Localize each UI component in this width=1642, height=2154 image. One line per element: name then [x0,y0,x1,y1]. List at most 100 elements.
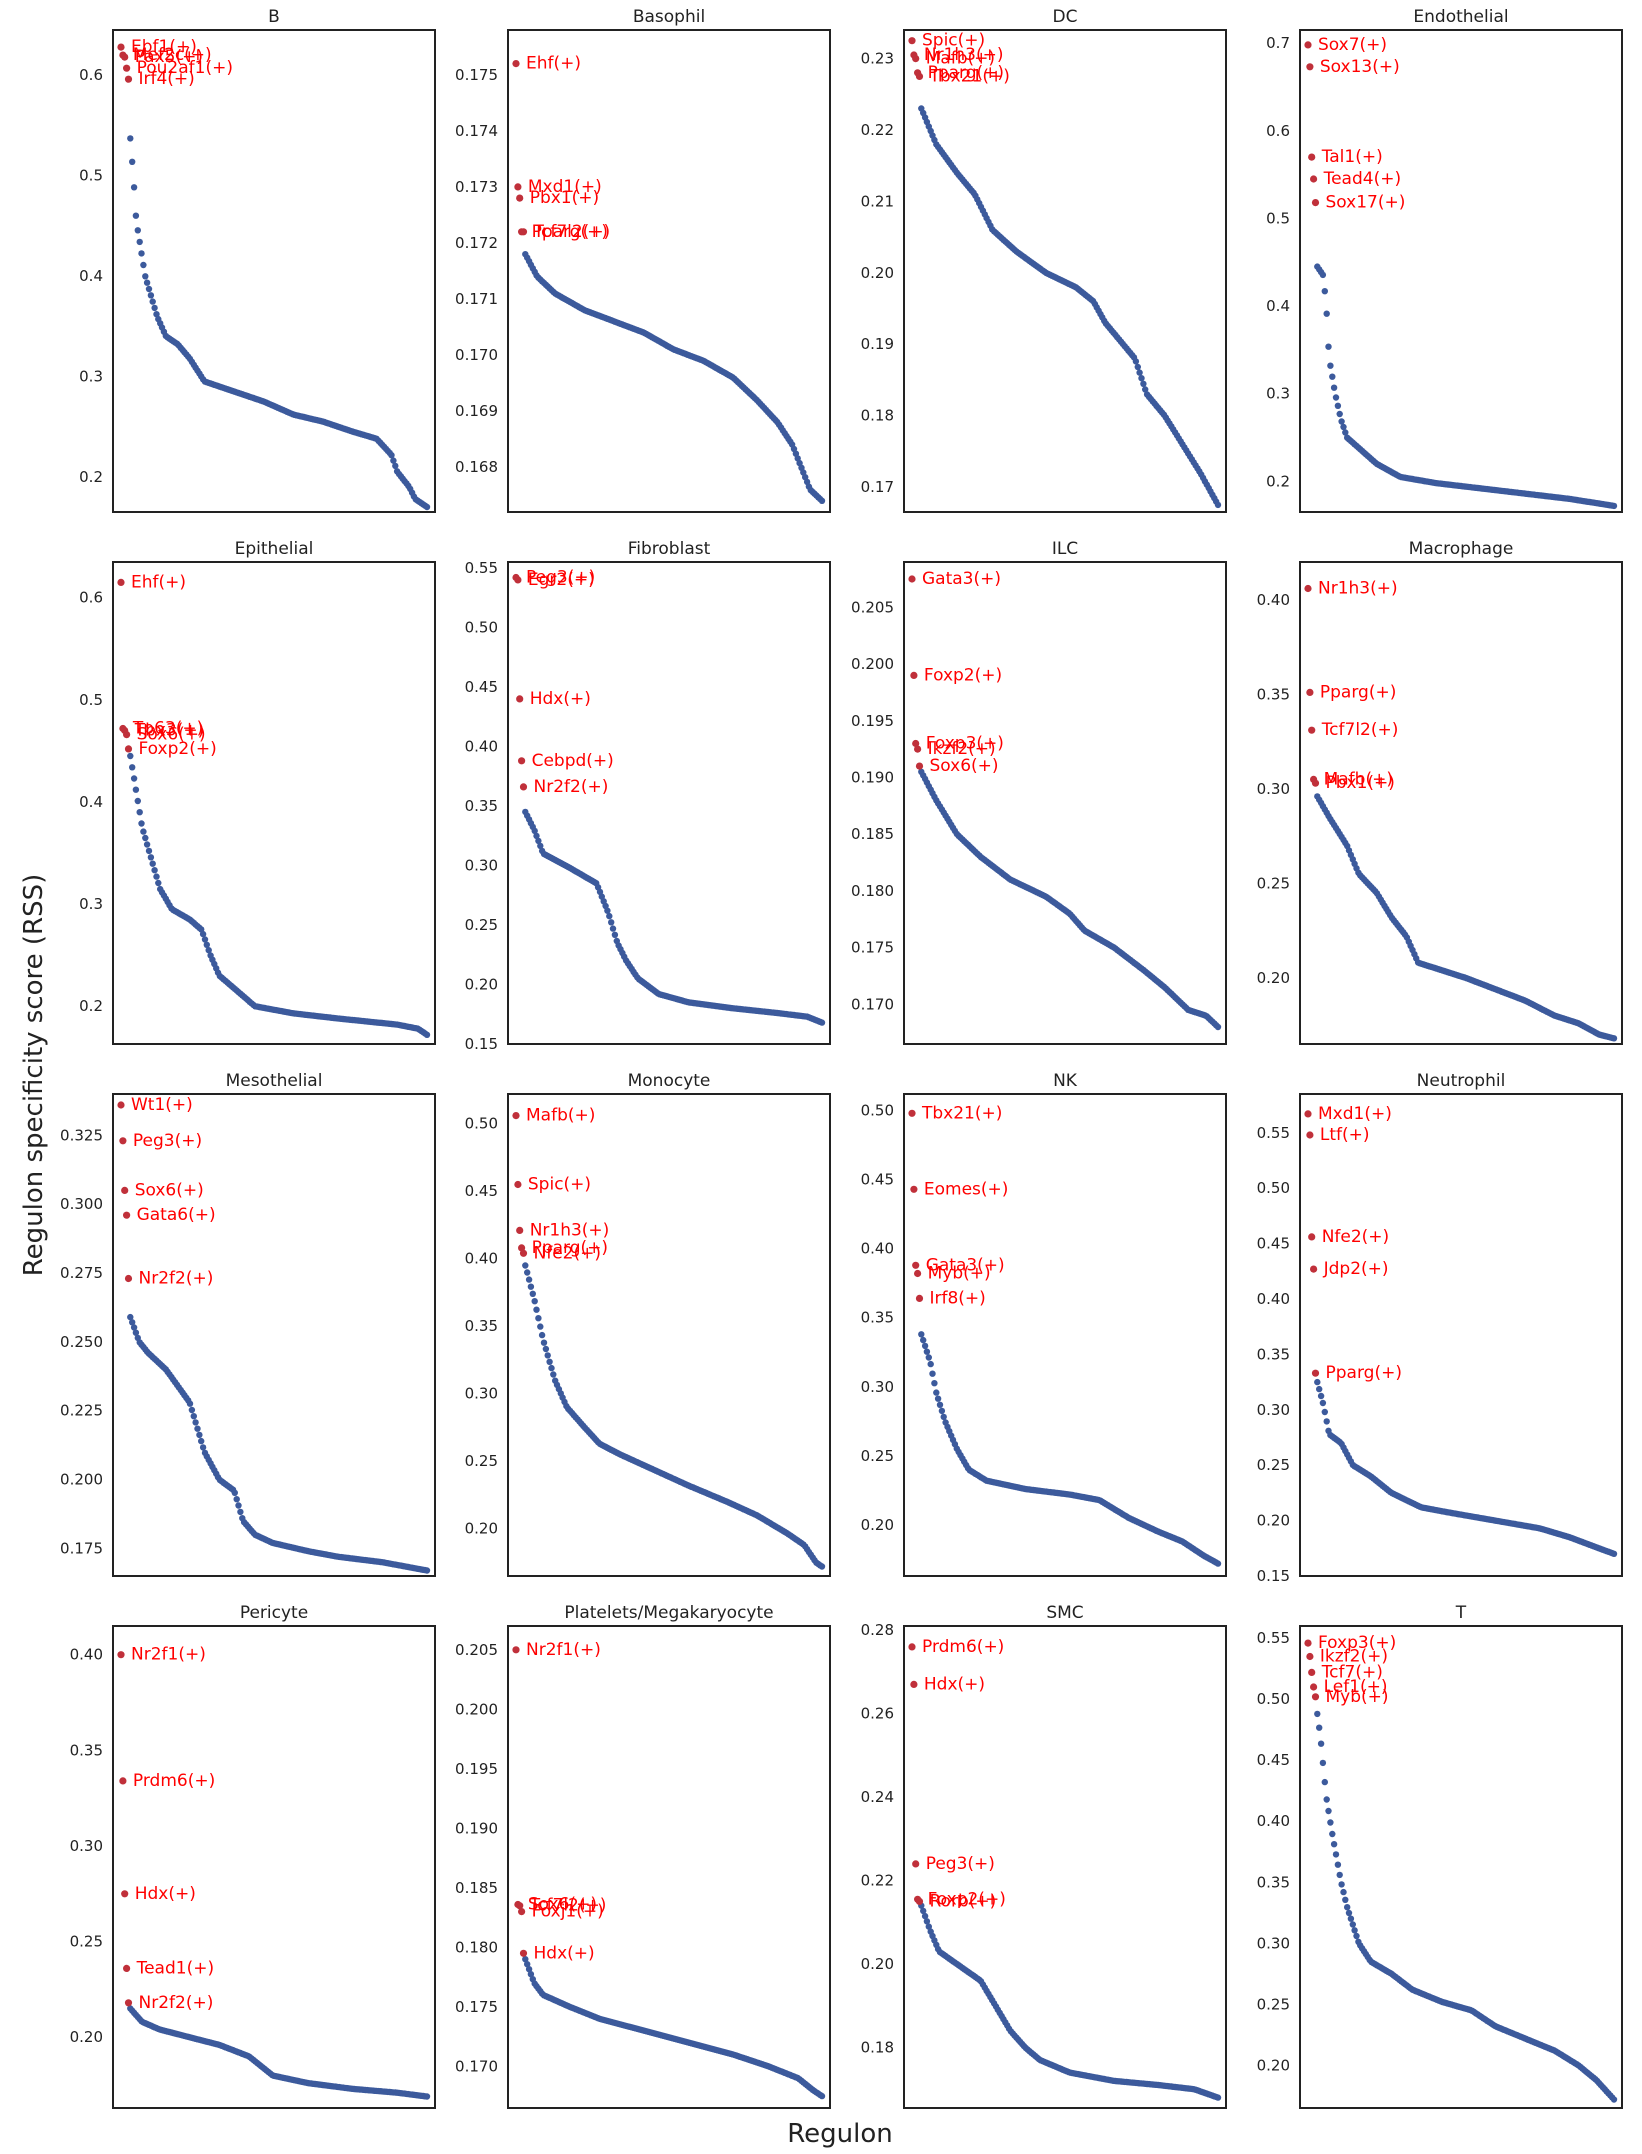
top-regulon-point [121,1186,129,1194]
top-regulon-label: Tead4(+) [1323,169,1402,189]
top-regulon-label: Rorb(+) [930,1891,997,1911]
regulon-point [1344,1904,1351,1911]
regulon-point [936,1401,944,1409]
y-tick-label: 0.5 [79,691,103,709]
regulon-point [1353,1932,1360,1940]
regulon-point [1347,1915,1355,1922]
regulon-point [151,867,158,874]
panel-title: Fibroblast [628,539,711,559]
y-tick-label: 0.50 [861,1102,894,1120]
regulon-point [147,854,155,861]
regulon-point [1319,271,1327,279]
y-tick-label: 0.15 [1257,1567,1290,1585]
regulon-point [1323,310,1330,317]
top-regulon-point [910,1680,918,1688]
top-regulon-label: Tcf7l2(+) [1321,720,1399,740]
panels-group: B 0.2 0.3 0.4 0.5 0.6 Ebf1(+)Mef2c(+)Pax5(+)Po… [60,7,1623,2109]
panel-platelets-megakaryocyte: Platelets/Megakaryocyte 0.170 0.175 0.180 0.… [455,1603,831,2109]
top-regulon-label: Pparg(+) [1320,682,1396,702]
regulon-point [1319,1399,1327,1407]
regulon-point [1349,1921,1357,1928]
panel-frame [903,561,1227,1045]
top-regulon-label: Egr2(+) [528,570,595,590]
regulon-point [388,452,395,459]
regulon-point [1610,1550,1618,1558]
top-regulon-label: Irf4(+) [139,69,195,89]
regulon-point [423,1567,431,1574]
top-regulon-label: Peg3(+) [526,568,595,588]
regulon-point [138,820,145,827]
regulon-point [938,1407,946,1415]
top-regulon-label: Spic(+) [922,31,985,51]
regulon-point [143,279,151,286]
y-tick-label: 0.190 [851,768,894,786]
regulon-point [525,1276,533,1283]
regulon-point [818,497,826,504]
regulon-point [134,227,141,234]
y-tick-label: 0.20 [861,1955,894,1973]
y-tick-label: 0.30 [70,1837,103,1855]
regulon-point [127,1313,134,1321]
top-regulon-point [915,72,924,80]
regulon-point [149,860,156,867]
panel-title: Platelets/Megakaryocyte [564,1603,773,1623]
y-tick-label: 0.35 [1257,1873,1290,1891]
regulon-point [1610,2096,1618,2103]
top-regulon-point [1308,726,1316,734]
y-tick-label: 0.24 [861,1788,894,1806]
top-regulon-point [1308,153,1316,161]
panel-dc: DC 0.17 0.18 0.19 0.20 0.21 0.22 0.23 Spic(+)Nr1… [861,7,1227,513]
top-regulon-label: Nr2f1(+) [131,1645,206,1665]
top-regulon-point [1310,1265,1318,1273]
top-regulon-point [915,1897,924,1905]
top-regulon-label: Mef2c(+) [133,45,212,65]
panel-title: Neutrophil [1417,1071,1506,1091]
y-tick-label: 0.55 [1257,1124,1290,1142]
y-tick-label: 0.2 [79,997,103,1015]
top-regulon-label: Pparg(+) [928,63,1004,83]
top-regulon-label: Tcf7(+) [1321,1662,1383,1682]
y-tick-label: 0.169 [455,402,498,420]
top-regulon-label: Pbx1(+) [530,188,599,208]
top-regulon-point [516,194,524,202]
regulon-point [537,842,544,850]
y-tick-label: 0.195 [455,1760,498,1778]
top-regulon-point [519,228,528,236]
top-regulon-label: Tcf7l2(+) [529,1896,607,1916]
regulon-point [1321,1408,1329,1416]
y-tick-label: 0.2 [1266,472,1290,490]
y-tick-label: 0.200 [60,1471,103,1489]
y-tick-label: 0.40 [465,737,498,755]
panel-frame [1299,1625,1623,2109]
regulon-point [527,1971,535,1978]
regulon-point [132,1329,140,1336]
top-regulon-point [514,1180,522,1189]
top-regulon-point [124,1999,133,2007]
regulon-point [818,1019,826,1026]
figure-xlabel: Regulon [787,2119,893,2149]
top-regulon-label: Mxd1(+) [528,177,602,197]
regulon-point [524,1961,531,1968]
regulon-point [136,809,143,816]
regulon-point [136,238,143,246]
regulon-point [1317,1392,1325,1400]
regulon-point [390,457,397,464]
panel-pericyte: Pericyte 0.20 0.25 0.30 0.35 0.40 Nr2f1(+) Prdm… [70,1603,436,2109]
top-regulon-point [1311,199,1320,207]
top-regulon-label: Foxp2(+) [139,739,217,759]
regulon-point [818,1563,826,1570]
top-regulon-point [1304,1110,1312,1118]
top-regulon-point [1311,779,1320,787]
top-regulon-label: Pparg(+) [1326,1363,1402,1383]
top-regulon-label: Irf8(+) [930,1288,986,1308]
panel-frame [903,1093,1227,1577]
regulon-point [130,1324,138,1331]
regulon-point [1351,1927,1358,1934]
top-regulon-label: Nr1h3(+) [924,45,1004,65]
regulon-point [392,462,399,470]
top-regulon-label: Peg3(+) [926,1854,995,1874]
regulon-point [145,285,153,293]
regulon-point [186,1400,194,1407]
top-regulon-point [518,1244,526,1252]
